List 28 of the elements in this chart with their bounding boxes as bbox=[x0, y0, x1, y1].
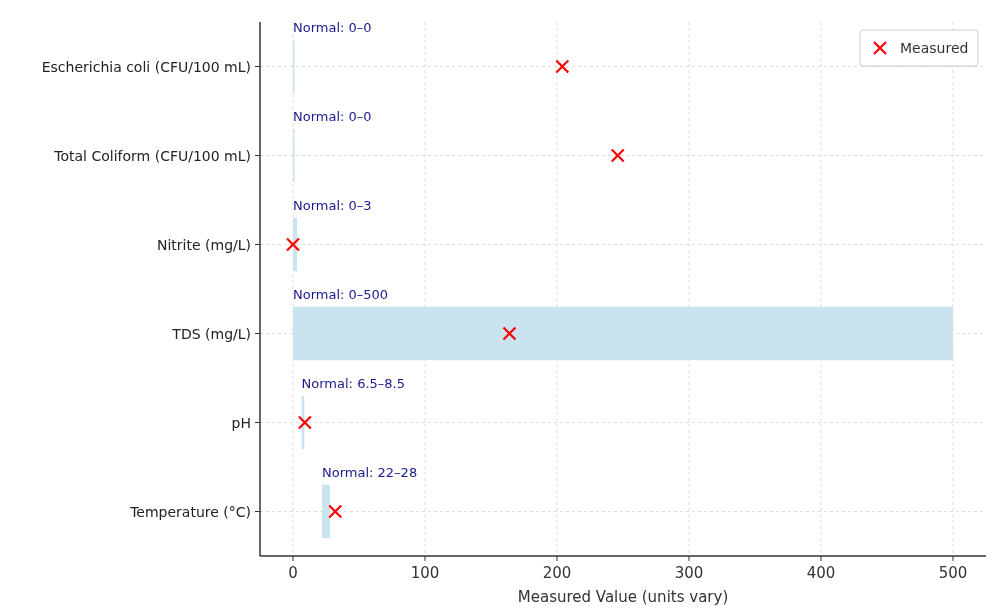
y-tick-label: TDS (mg/L) bbox=[171, 325, 251, 342]
x-tick-label: 0 bbox=[288, 564, 298, 582]
y-tick-label: Nitrite (mg/L) bbox=[156, 236, 251, 253]
point bbox=[610, 148, 625, 163]
y-tick-label: Temperature (°C) bbox=[129, 503, 251, 520]
point bbox=[555, 59, 570, 74]
x-tick-label: 200 bbox=[542, 564, 572, 582]
x-tick-label: 500 bbox=[938, 564, 968, 582]
annotation: Normal: 0–0 bbox=[293, 19, 372, 35]
y-tick-label: Total Coliform (CFU/100 mL) bbox=[53, 147, 251, 164]
point bbox=[328, 504, 343, 519]
annotation: Normal: 6.5–8.5 bbox=[301, 375, 405, 391]
x-tick-label: 100 bbox=[410, 564, 440, 582]
annotation: Normal: 0–0 bbox=[293, 108, 372, 124]
point bbox=[285, 237, 301, 252]
x-tick-label: 300 bbox=[674, 564, 704, 582]
x-tick-label: 400 bbox=[806, 564, 836, 582]
bar bbox=[322, 484, 330, 539]
legend-label: Measured bbox=[900, 40, 969, 56]
point bbox=[502, 326, 517, 341]
annotation: Normal: 22–28 bbox=[322, 464, 418, 480]
point bbox=[297, 415, 312, 430]
y-tick-label: Escherichia coli (CFU/100 mL) bbox=[41, 58, 251, 75]
y-tick-label: pH bbox=[231, 414, 251, 431]
bar bbox=[293, 306, 953, 361]
annotation: Normal: 0–500 bbox=[293, 286, 389, 302]
annotation: Normal: 0–3 bbox=[293, 197, 372, 213]
x-axis-title: Measured Value (units vary) bbox=[517, 588, 729, 606]
